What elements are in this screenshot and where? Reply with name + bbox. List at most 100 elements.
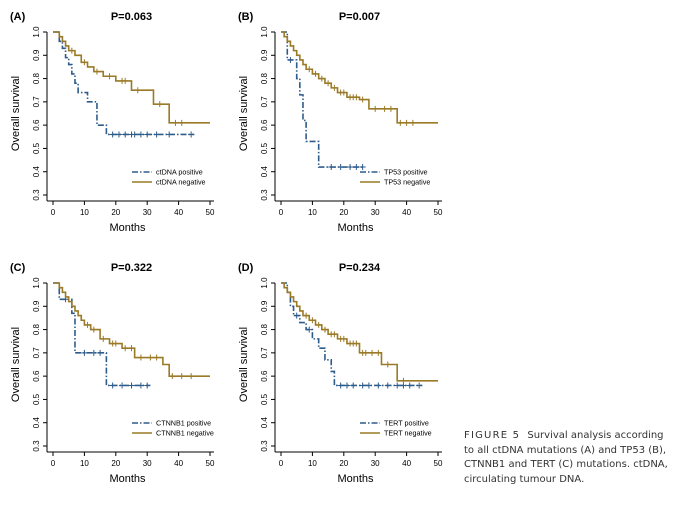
censor-mark (122, 77, 129, 84)
x-tick-label: 0 (279, 459, 284, 468)
chart-title: P=0.322 (111, 262, 152, 274)
censor-mark (309, 317, 316, 324)
x-tick-label: 20 (339, 208, 348, 217)
censor-mark (188, 131, 195, 138)
y-tick-label: 0.5 (32, 142, 41, 154)
y-tick-label: 0.6 (260, 119, 269, 131)
x-tick-label: 30 (143, 459, 152, 468)
censor-mark (397, 119, 404, 126)
y-axis-label: Overall survival (10, 327, 22, 402)
censor-mark (359, 164, 366, 171)
censor-mark (384, 361, 391, 368)
y-tick-label: 0.7 (32, 347, 41, 359)
censor-mark (318, 75, 325, 82)
censor-mark (112, 340, 119, 347)
censor-mark (347, 164, 354, 171)
positive-survival-curve (53, 282, 151, 387)
figure-caption: FIGURE 5 Survival analysis according to … (464, 429, 670, 487)
x-tick-label: 0 (51, 208, 56, 217)
y-tick-label: 0.9 (260, 49, 269, 61)
y-tick-label: 0.3 (260, 440, 269, 452)
x-tick-label: 40 (402, 459, 411, 468)
censor-mark (119, 382, 126, 389)
panel-label: (D) (238, 262, 254, 274)
y-tick-label: 0.4 (32, 417, 41, 429)
x-tick-label: 10 (80, 208, 89, 217)
y-tick-label: 0.5 (32, 393, 41, 405)
x-tick-label: 50 (206, 459, 215, 468)
y-tick-label: 0.3 (32, 189, 41, 201)
legend-label: ctDNA negative (156, 178, 206, 187)
y-tick-label: 0.4 (260, 417, 269, 429)
legend-label: CTNNB1 negative (156, 429, 214, 438)
censor-mark (90, 349, 97, 356)
x-tick-label: 10 (308, 459, 317, 468)
censor-mark (128, 345, 135, 352)
x-tick-label: 10 (308, 208, 317, 217)
censor-mark (109, 382, 116, 389)
censor-mark (315, 321, 322, 328)
censor-mark (375, 382, 382, 389)
figure-label: FIGURE 5 (464, 430, 521, 441)
y-tick-label: 0.5 (260, 142, 269, 154)
censor-mark (353, 340, 360, 347)
km-chart: (B) P=0.007 0 10 20 30 40 50 0.3 0.4 0.5 0.6 0.7 0.8 0… (238, 11, 443, 234)
y-tick-label: 0.7 (260, 96, 269, 108)
censor-mark (306, 326, 313, 333)
x-tick-label: 20 (111, 208, 120, 217)
km-chart: (C) P=0.322 0 10 20 30 40 50 0.3 0.4 0.5 0.6 0.7 0.8 0… (10, 262, 215, 485)
censor-mark (331, 84, 338, 91)
censor-mark (156, 101, 163, 108)
panel-label: (C) (10, 262, 26, 274)
legend-label: TP53 positive (384, 168, 428, 177)
y-tick-label: 0.9 (32, 300, 41, 312)
y-tick-label: 0.8 (32, 72, 41, 84)
censor-mark (144, 382, 151, 389)
censor-mark (147, 354, 154, 361)
y-tick-label: 1.0 (260, 277, 269, 289)
y-tick-label: 0.9 (32, 49, 41, 61)
x-tick-label: 0 (279, 208, 284, 217)
censor-mark (369, 349, 376, 356)
censor-mark (331, 331, 338, 338)
km-panel-a: (A) P=0.063 0 10 20 30 40 50 0.3 0.4 0.5 0.6 0.7 0.8 0… (0, 0, 228, 256)
censor-mark (384, 382, 391, 389)
censor-mark (306, 66, 313, 73)
km-panel-c: (C) P=0.322 0 10 20 30 40 50 0.3 0.4 0.5 0.6 0.7 0.8 0… (0, 251, 228, 507)
censor-mark (353, 94, 360, 101)
x-axis-label: Months (337, 473, 374, 485)
km-chart: (A) P=0.063 0 10 20 30 40 50 0.3 0.4 0.5 0.6 0.7 0.8 0… (10, 11, 215, 234)
censor-mark (372, 105, 379, 112)
censor-mark (166, 131, 173, 138)
positive-survival-curve (281, 282, 423, 387)
censor-mark (403, 119, 410, 126)
censor-mark (381, 105, 388, 112)
legend-label: TERT negative (384, 429, 432, 438)
negative-survival-curve (281, 282, 438, 382)
x-tick-label: 30 (143, 208, 152, 217)
legend-label: TP53 negative (384, 178, 430, 187)
censor-mark (337, 382, 344, 389)
x-tick-label: 20 (339, 459, 348, 468)
y-tick-label: 0.3 (260, 189, 269, 201)
y-tick-label: 0.8 (32, 323, 41, 335)
y-tick-label: 1.0 (32, 26, 41, 38)
y-axis-label: Overall survival (238, 76, 250, 151)
censor-mark (81, 349, 88, 356)
x-tick-label: 40 (174, 208, 183, 217)
censor-mark (137, 131, 144, 138)
panel-label: (A) (10, 11, 26, 23)
x-tick-label: 40 (402, 208, 411, 217)
censor-mark (359, 382, 366, 389)
censor-mark (137, 382, 144, 389)
censor-mark (387, 105, 394, 112)
censor-mark (406, 382, 413, 389)
censor-mark (328, 164, 335, 171)
x-tick-label: 50 (434, 459, 443, 468)
censor-mark (90, 326, 97, 333)
censor-mark (106, 73, 113, 80)
censor-mark (131, 131, 138, 138)
censor-mark (122, 345, 129, 352)
censor-mark (128, 382, 135, 389)
censor-mark (312, 70, 319, 77)
